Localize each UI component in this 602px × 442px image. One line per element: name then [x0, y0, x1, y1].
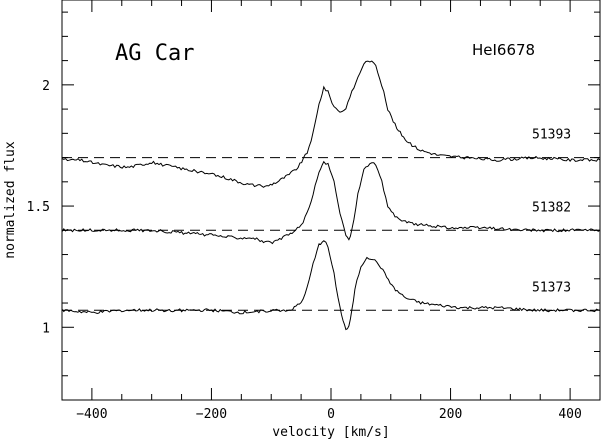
y-tick-label: 2 [42, 79, 50, 94]
y-axis-title: normalized flux [3, 141, 18, 259]
y-tick-label: 1.5 [27, 200, 50, 215]
x-tick-label: 0 [327, 407, 335, 422]
spectrum-line [61, 160, 601, 245]
spectrum-line [61, 240, 601, 331]
epoch-label: 51382 [532, 200, 571, 215]
epoch-label: 51373 [532, 280, 571, 295]
epoch-label: 51393 [532, 128, 571, 143]
x-tick-label: 400 [558, 407, 581, 422]
line-label: HeI6678 [472, 41, 535, 59]
x-tick-label: −200 [196, 407, 227, 422]
series-labels: 51393 51382 51373 [532, 128, 571, 296]
x-axis-title: velocity [km/s] [272, 425, 389, 440]
ticks [61, 0, 601, 401]
x-tick-label: 200 [439, 407, 462, 422]
y-tick-label: 1 [42, 321, 50, 336]
series [61, 60, 601, 331]
spectrum-line [61, 60, 601, 188]
baselines [62, 157, 600, 311]
tick-labels: −400 −200 0 200 400 1 1.5 2 [27, 79, 582, 422]
x-tick-label: −400 [76, 407, 107, 422]
chart-title: AG Car [115, 41, 194, 66]
